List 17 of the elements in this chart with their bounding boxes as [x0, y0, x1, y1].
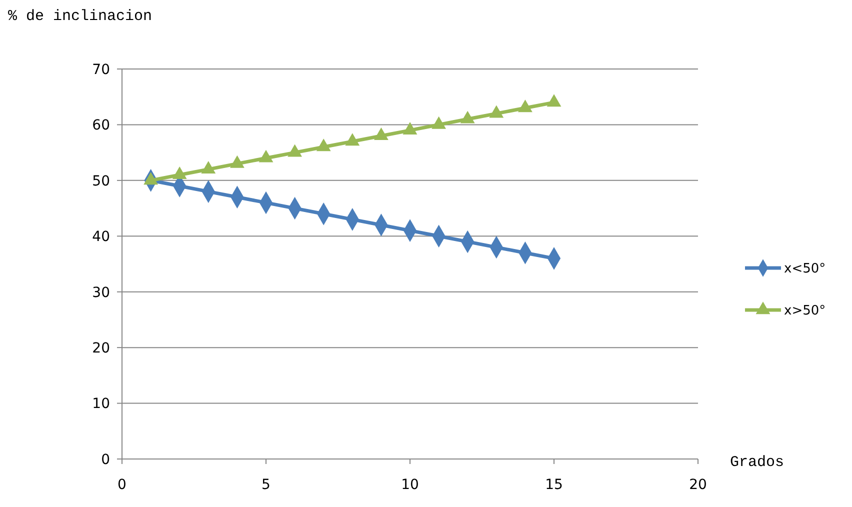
y-tick-label: 50: [92, 173, 110, 190]
x-tick-label: 0: [118, 477, 126, 493]
x-axis-title: Grados: [730, 454, 784, 471]
y-tick-label: 40: [92, 229, 110, 246]
x-tick-label: 20: [689, 477, 707, 493]
y-tick-label: 70: [92, 62, 110, 78]
y-tick-label: 30: [92, 284, 110, 301]
legend-label: x<50°: [784, 262, 826, 277]
y-axis-title: % de inclinacion: [8, 8, 152, 25]
y-tick-label: 10: [92, 396, 110, 412]
x-tick-label: 10: [401, 477, 419, 493]
y-tick-label: 0: [101, 452, 110, 468]
legend-label: x>50°: [784, 304, 826, 319]
y-tick-label: 20: [92, 340, 110, 356]
x-tick-label: 15: [545, 477, 563, 493]
y-tick-label: 60: [92, 118, 110, 134]
x-tick-label: 5: [262, 477, 270, 493]
